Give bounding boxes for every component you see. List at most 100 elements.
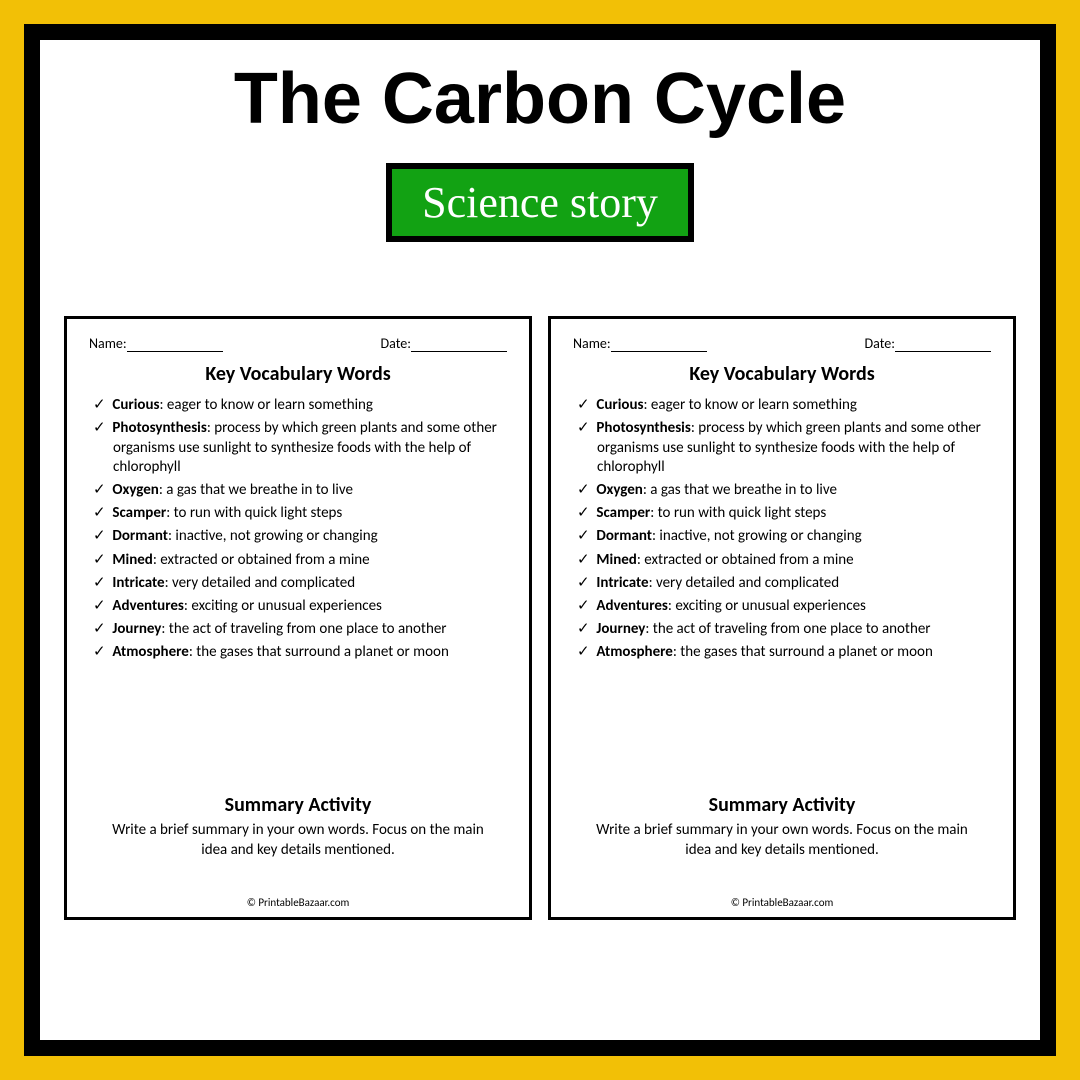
vocab-def: to run with quick light steps xyxy=(658,504,827,522)
check-icon: ✓ xyxy=(93,396,109,415)
summary-title: Summary Activity xyxy=(573,793,991,817)
check-icon: ✓ xyxy=(93,597,109,616)
summary-text: Write a brief summary in your own words.… xyxy=(573,821,991,860)
vocab-term: Scamper xyxy=(596,504,650,522)
worksheet-page-right: Name: Date: Key Vocabulary Words ✓ Curious:… xyxy=(548,316,1016,920)
spacer xyxy=(89,666,507,793)
vocab-title: Key Vocabulary Words xyxy=(573,362,991,386)
copyright: © PrintableBazaar.com xyxy=(89,896,507,909)
vocab-term: Photosynthesis xyxy=(596,419,690,437)
subtitle-badge: Science story xyxy=(386,163,694,242)
vocab-item: ✓ Dormant: inactive, not growing or chan… xyxy=(93,527,507,546)
name-field: Name: xyxy=(89,335,223,352)
vocab-term: Journey xyxy=(112,620,161,638)
vocab-item: ✓ Atmosphere: the gases that surround a … xyxy=(577,643,991,662)
vocab-term: Mined xyxy=(112,551,152,569)
vocab-term: Adventures xyxy=(112,597,184,615)
vocab-item: ✓ Photosynthesis: process by which green… xyxy=(577,419,991,477)
copyright: © PrintableBazaar.com xyxy=(573,896,991,909)
spacer xyxy=(573,666,991,793)
vocab-item: ✓ Adventures: exciting or unusual experi… xyxy=(93,597,507,616)
summary-text: Write a brief summary in your own words.… xyxy=(89,821,507,860)
vocab-term: Curious xyxy=(596,396,643,414)
vocab-item: ✓ Curious: eager to know or learn someth… xyxy=(577,396,991,415)
check-icon: ✓ xyxy=(93,620,109,639)
vocab-def: the act of traveling from one place to a… xyxy=(653,620,931,638)
vocab-term: Scamper xyxy=(112,504,166,522)
date-field: Date: xyxy=(865,335,991,352)
check-icon: ✓ xyxy=(577,551,593,570)
worksheet-pages: Name: Date: Key Vocabulary Words ✓ Curious:… xyxy=(40,316,1040,920)
check-icon: ✓ xyxy=(577,396,593,415)
vocab-item: ✓ Oxygen: a gas that we breathe in to li… xyxy=(577,481,991,500)
vocab-term: Curious xyxy=(112,396,159,414)
vocab-item: ✓ Photosynthesis: process by which green… xyxy=(93,419,507,477)
vocab-item: ✓ Adventures: exciting or unusual experi… xyxy=(577,597,991,616)
vocab-def: very detailed and complicated xyxy=(172,574,355,592)
vocab-item: ✓ Scamper: to run with quick light steps xyxy=(93,504,507,523)
vocab-def: a gas that we breathe in to live xyxy=(650,481,837,499)
check-icon: ✓ xyxy=(577,481,593,500)
check-icon: ✓ xyxy=(577,527,593,546)
vocab-term: Photosynthesis xyxy=(112,419,206,437)
vocab-def: to run with quick light steps xyxy=(174,504,343,522)
vocab-term: Intricate xyxy=(112,574,164,592)
vocab-item: ✓ Mined: extracted or obtained from a mi… xyxy=(93,551,507,570)
date-field: Date: xyxy=(381,335,507,352)
vocab-item: ✓ Journey: the act of traveling from one… xyxy=(577,620,991,639)
check-icon: ✓ xyxy=(93,419,109,438)
vocab-item: ✓ Atmosphere: the gases that surround a … xyxy=(93,643,507,662)
vocab-def: extracted or obtained from a mine xyxy=(160,551,369,569)
vocab-def: a gas that we breathe in to live xyxy=(166,481,353,499)
vocab-term: Oxygen xyxy=(112,481,158,499)
check-icon: ✓ xyxy=(93,643,109,662)
vocab-list: ✓ Curious: eager to know or learn someth… xyxy=(89,396,507,666)
vocab-item: ✓ Dormant: inactive, not growing or chan… xyxy=(577,527,991,546)
check-icon: ✓ xyxy=(577,419,593,438)
vocab-term: Journey xyxy=(596,620,645,638)
vocab-term: Mined xyxy=(596,551,636,569)
vocab-term: Oxygen xyxy=(596,481,642,499)
worksheet-page-left: Name:Date:Key Vocabulary Words✓ Curious:… xyxy=(64,316,532,920)
vocab-def: the gases that surround a planet or moon xyxy=(196,643,449,661)
main-title: The Carbon Cycle xyxy=(234,60,846,139)
vocab-def: inactive, not growing or changing xyxy=(175,527,377,545)
check-icon: ✓ xyxy=(577,504,593,523)
vocab-item: ✓ Intricate: very detailed and complicat… xyxy=(93,574,507,593)
check-icon: ✓ xyxy=(93,481,109,500)
subtitle-text: Science story xyxy=(422,178,658,227)
vocab-term: Adventures xyxy=(596,597,668,615)
vocab-def: extracted or obtained from a mine xyxy=(644,551,853,569)
vocab-def: exciting or unusual experiences xyxy=(675,597,866,615)
check-icon: ✓ xyxy=(577,643,593,662)
vocab-item: ✓ Oxygen: a gas that we breathe in to li… xyxy=(93,481,507,500)
vocab-term: Atmosphere xyxy=(596,643,672,661)
vocab-item: ✓ Scamper: to run with quick light steps xyxy=(577,504,991,523)
vocab-list: ✓ Curious: eager to know or learn someth… xyxy=(573,396,991,666)
vocab-def: inactive, not growing or changing xyxy=(659,527,861,545)
check-icon: ✓ xyxy=(93,574,109,593)
vocab-item: ✓ Mined: extracted or obtained from a mi… xyxy=(577,551,991,570)
vocab-item: ✓ Curious: eager to know or learn someth… xyxy=(93,396,507,415)
vocab-def: eager to know or learn something xyxy=(651,396,857,414)
summary-title: Summary Activity xyxy=(89,793,507,817)
vocab-def: very detailed and complicated xyxy=(656,574,839,592)
vocab-term: Intricate xyxy=(596,574,648,592)
header-line: Name: Date: xyxy=(573,335,991,352)
vocab-term: Dormant xyxy=(596,527,652,545)
vocab-item: ✓ Intricate: very detailed and complicat… xyxy=(577,574,991,593)
frame-border: The Carbon Cycle Science story Name: Date… xyxy=(24,24,1056,1056)
name-field: Name: xyxy=(573,335,707,352)
content-area: The Carbon Cycle Science story Name: Date… xyxy=(40,40,1040,1040)
check-icon: ✓ xyxy=(93,504,109,523)
vocab-def: eager to know or learn something xyxy=(167,396,373,414)
vocab-term: Dormant xyxy=(112,527,168,545)
check-icon: ✓ xyxy=(577,620,593,639)
check-icon: ✓ xyxy=(577,574,593,593)
vocab-def: the gases that surround a planet or moon xyxy=(680,643,933,661)
vocab-def: the act of traveling from one place to a… xyxy=(169,620,447,638)
vocab-term: Atmosphere xyxy=(112,643,188,661)
vocab-item: ✓ Journey: the act of traveling from one… xyxy=(93,620,507,639)
check-icon: ✓ xyxy=(93,551,109,570)
vocab-def: exciting or unusual experiences xyxy=(191,597,382,615)
